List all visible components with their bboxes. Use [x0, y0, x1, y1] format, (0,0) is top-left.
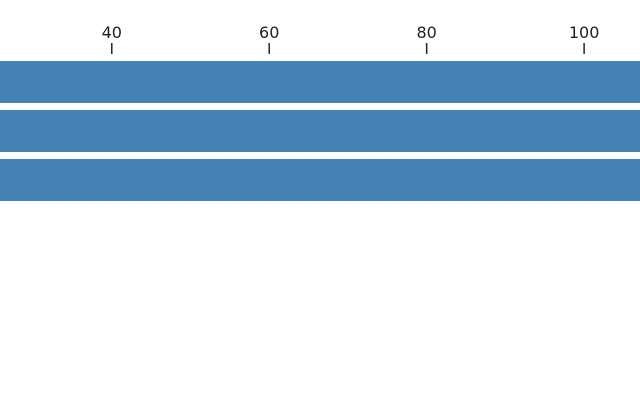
bar: [0, 110, 640, 152]
x-tick-label: 40: [102, 23, 122, 42]
x-tick-label: 80: [416, 23, 436, 42]
x-tick-label: 100: [569, 23, 600, 42]
bar: [0, 61, 640, 103]
x-tick-label: 60: [259, 23, 279, 42]
bar: [0, 159, 640, 201]
